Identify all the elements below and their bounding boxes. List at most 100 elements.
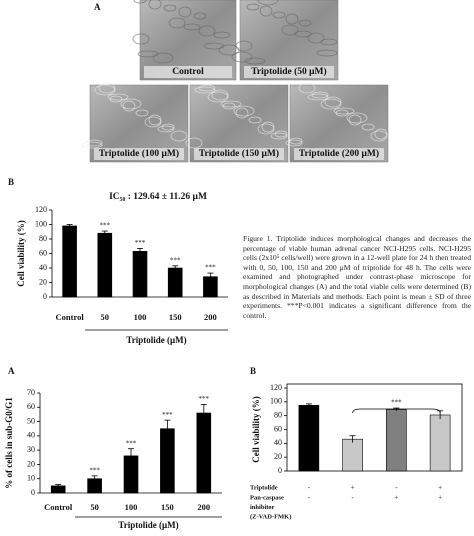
row-mark: - bbox=[395, 484, 398, 492]
y-tick-label: 40 bbox=[27, 431, 35, 440]
cell-shape bbox=[107, 93, 129, 101]
cell-shape bbox=[274, 130, 288, 138]
panel-label: B bbox=[8, 177, 14, 187]
significance-mark: *** bbox=[89, 466, 100, 474]
x-tick-label: 150 bbox=[161, 502, 174, 512]
bar bbox=[132, 251, 148, 298]
cell-shape bbox=[168, 17, 186, 29]
cell-shape bbox=[94, 84, 116, 96]
x-axis-label: Triptolide (μM) bbox=[118, 520, 178, 530]
row-mark: + bbox=[351, 484, 355, 492]
cell-shape bbox=[198, 25, 216, 37]
cell-shape bbox=[298, 19, 312, 27]
x-tick-label: 50 bbox=[101, 312, 110, 322]
bar bbox=[342, 438, 363, 472]
micrograph-label-bg bbox=[244, 66, 334, 78]
cell-shape bbox=[285, 139, 303, 147]
micrograph-label-bg bbox=[144, 66, 232, 78]
x-tick-label: 100 bbox=[125, 502, 138, 512]
significance-mark: *** bbox=[391, 399, 402, 407]
cell-shape bbox=[170, 130, 188, 142]
bar bbox=[386, 409, 407, 472]
annotation: IC₅₀ : 129.64 ± 11.26 μM bbox=[109, 192, 207, 202]
y-tick-label: 0 bbox=[278, 466, 282, 475]
cell-shape bbox=[213, 31, 231, 39]
x-tick-label: Control bbox=[56, 312, 85, 322]
cell-shape bbox=[163, 4, 177, 12]
y-tick-label: 30 bbox=[27, 445, 35, 454]
y-tick-label: 80 bbox=[39, 234, 47, 243]
cell-shape bbox=[183, 23, 201, 31]
x-axis-label: Triptolide (μM) bbox=[126, 335, 186, 345]
y-tick-label: 0 bbox=[31, 488, 35, 497]
cell-shape bbox=[346, 112, 368, 124]
cell-shape bbox=[235, 40, 253, 52]
row-mark: + bbox=[394, 494, 398, 502]
cell-shape bbox=[248, 116, 262, 124]
cell-shape bbox=[85, 139, 103, 147]
bar bbox=[429, 414, 451, 472]
cell-shape bbox=[333, 107, 355, 115]
cell-shape bbox=[157, 125, 175, 133]
cell-shape bbox=[361, 123, 375, 131]
row-mark: + bbox=[438, 484, 442, 492]
bar bbox=[62, 225, 77, 298]
row-mark: + bbox=[438, 494, 442, 502]
cell-shape bbox=[235, 107, 249, 119]
row-label: (Z-VAD-FMK) bbox=[250, 513, 291, 520]
cell-shape bbox=[257, 0, 279, 6]
cell-shape bbox=[135, 109, 149, 117]
cell-shape bbox=[324, 96, 342, 108]
cell-shape bbox=[259, 5, 273, 17]
micrograph-label: Control bbox=[172, 67, 204, 77]
y-axis-label: % of cells in sub-G0/G1 bbox=[4, 397, 14, 489]
y-tick-label: 40 bbox=[39, 263, 47, 272]
row-mark: - bbox=[308, 484, 311, 492]
significance-mark: *** bbox=[162, 411, 173, 419]
micrograph-label: Triptolide (50 μM) bbox=[251, 66, 326, 77]
micrograph-label-bg bbox=[294, 148, 384, 160]
figure-caption: Figure 1. Triptolide induces morphologic… bbox=[243, 234, 471, 320]
y-axis-label: Cell viability (%) bbox=[16, 220, 26, 287]
row-mark: - bbox=[351, 494, 354, 502]
row-label: inhibitor bbox=[250, 504, 275, 511]
cell-shape bbox=[348, 114, 362, 126]
cell-shape bbox=[132, 33, 150, 45]
y-tick-label: 40 bbox=[274, 438, 282, 447]
x-tick-label: 200 bbox=[204, 312, 217, 322]
panel-label: B bbox=[250, 366, 256, 376]
significance-mark: *** bbox=[100, 222, 111, 230]
cell-shape bbox=[270, 132, 288, 140]
cell-shape bbox=[246, 3, 260, 11]
cell-shape bbox=[320, 38, 338, 46]
cell-shape bbox=[257, 123, 275, 135]
cell-shape bbox=[285, 13, 299, 25]
cell-shape bbox=[178, 6, 192, 18]
y-tick-label: 100 bbox=[35, 219, 47, 228]
significance-mark: *** bbox=[126, 439, 137, 447]
panel-label: A bbox=[94, 2, 101, 12]
cell-shape bbox=[261, 121, 275, 133]
cell-shape bbox=[211, 89, 229, 101]
cell-shape bbox=[161, 123, 175, 131]
row-mark: - bbox=[308, 494, 311, 502]
cell-shape bbox=[316, 49, 338, 57]
y-tick-label: 70 bbox=[27, 388, 35, 397]
cell-shape bbox=[298, 82, 316, 94]
significance-mark: *** bbox=[135, 239, 146, 247]
cell-shape bbox=[198, 84, 216, 92]
bar bbox=[167, 267, 183, 298]
cell-shape bbox=[133, 0, 147, 4]
cell-shape bbox=[194, 86, 216, 94]
y-tick-label: 10 bbox=[27, 474, 35, 483]
cell-shape bbox=[233, 105, 255, 117]
significance-bracket bbox=[352, 408, 441, 414]
cell-shape bbox=[122, 100, 136, 112]
cell-shape bbox=[272, 11, 286, 19]
y-tick-label: 60 bbox=[27, 402, 35, 411]
x-tick-label: 150 bbox=[169, 312, 182, 322]
y-axis-label: Cell viability (%) bbox=[251, 396, 261, 463]
row-label: Pan-caspase bbox=[250, 494, 284, 501]
cell-shape bbox=[307, 93, 329, 101]
y-tick-label: 80 bbox=[274, 410, 282, 419]
